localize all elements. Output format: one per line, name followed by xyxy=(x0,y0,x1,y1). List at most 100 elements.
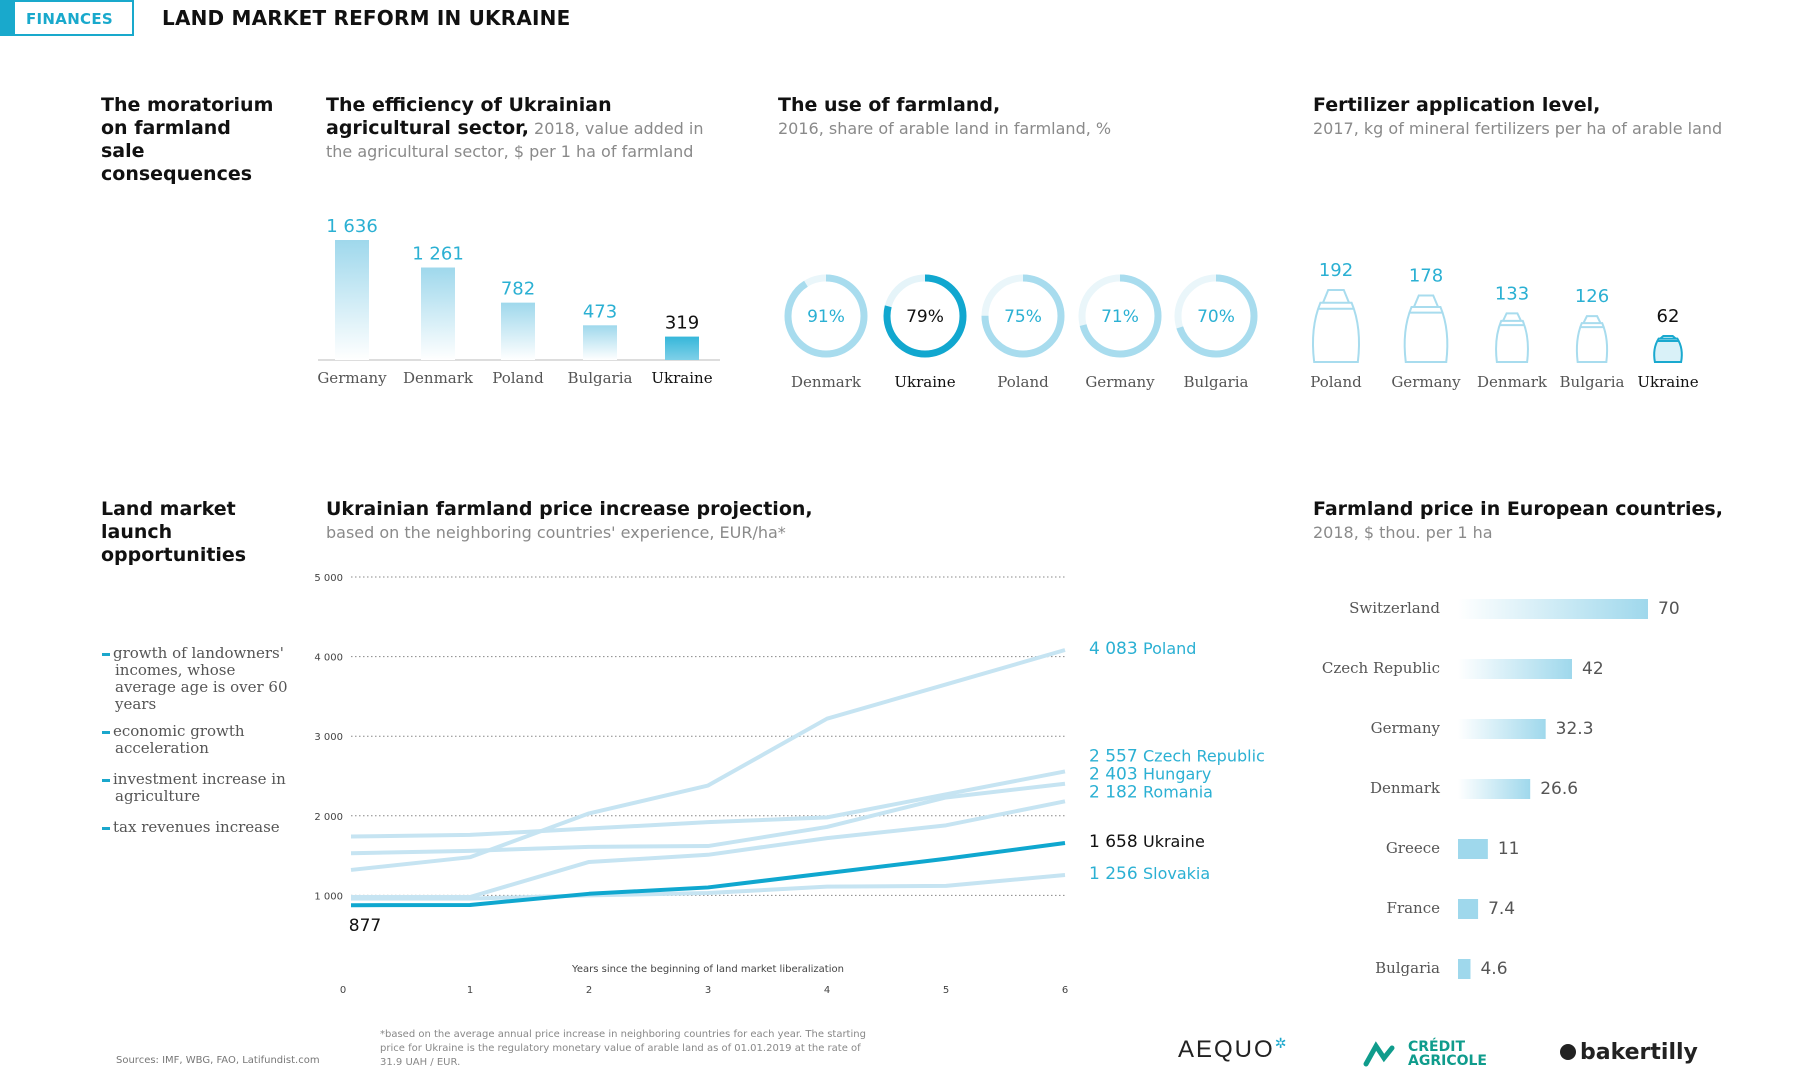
projection-series-line xyxy=(350,781,1066,856)
projection-y-tick-label: 3 000 xyxy=(314,732,343,743)
projection-y-tick-label: 2 000 xyxy=(314,812,343,823)
projection-series-name-label: Slovakia xyxy=(1143,864,1210,883)
european-price-bar xyxy=(1458,719,1546,739)
european-prices-header: Farmland price in European countries, 20… xyxy=(1313,498,1783,544)
fertilizer-category-label: Bulgaria xyxy=(1560,373,1625,391)
bakertilly-icon xyxy=(1560,1044,1576,1060)
projection-end-value-label: 4 083 xyxy=(1089,639,1138,659)
projection-header: Ukrainian farmland price increase projec… xyxy=(326,498,1086,544)
efficiency-bar xyxy=(501,302,535,360)
european-price-bar xyxy=(1458,839,1488,859)
donut-category-label: Denmark xyxy=(791,373,862,391)
sources-note: Sources: IMF, WBG, FAO, Latifundist.com xyxy=(116,1055,320,1066)
efficiency-value-label: 782 xyxy=(501,279,535,300)
efficiency-bar xyxy=(335,240,369,360)
projection-series-name-label: Hungary xyxy=(1143,764,1211,783)
donut-value-label: 71% xyxy=(1101,307,1139,327)
projection-title: Ukrainian farmland price increase projec… xyxy=(326,498,813,520)
donut-category-label: Poland xyxy=(997,373,1049,391)
fertilizer-category-label: Poland xyxy=(1310,373,1362,391)
bullet-dash-icon xyxy=(102,826,110,830)
european-price-bar xyxy=(1458,899,1479,919)
opportunity-item: tax revenues increase xyxy=(102,819,292,836)
projection-series-line xyxy=(350,648,1066,872)
farmland-use-header: The use of farmland, 2016, share of arab… xyxy=(778,94,1178,140)
fertilizer-value-label: 133 xyxy=(1495,283,1529,304)
projection-footnote: *based on the average annual price incre… xyxy=(380,1029,866,1068)
projection-x-tick-label: 6 xyxy=(1062,985,1068,996)
european-prices-subtitle: 2018, $ thou. per 1 ha xyxy=(1313,523,1493,542)
donut-category-label: Bulgaria xyxy=(1184,373,1249,391)
fertilizer-subtitle: 2017, kg of mineral fertilizers per ha o… xyxy=(1313,119,1723,138)
page-title: LAND MARKET REFORM IN UKRAINE xyxy=(162,6,571,30)
credit-agricole-icon xyxy=(1363,1041,1395,1067)
donut-arc xyxy=(883,274,967,358)
fertilizer-bag-top xyxy=(1659,335,1677,340)
projection-series-name-label: Ukraine xyxy=(1143,832,1205,851)
donut-arc xyxy=(1174,274,1258,358)
efficiency-chart: 1 636 Germany 1 261 Denmark 782 Poland 473 Bulg… xyxy=(317,216,720,387)
efficiency-category-label: Germany xyxy=(317,369,387,387)
european-value-label: 7.4 xyxy=(1488,899,1515,919)
fertilizer-bag-top xyxy=(1413,294,1439,308)
european-price-bar xyxy=(1458,659,1572,679)
european-country-label: Germany xyxy=(1371,719,1441,737)
efficiency-value-label: 473 xyxy=(583,301,617,322)
projection-x-tick-label: 3 xyxy=(705,985,711,996)
european-price-bar xyxy=(1458,779,1531,799)
donut-value-label: 79% xyxy=(906,307,944,327)
fertilizer-bag-icon xyxy=(1575,322,1609,363)
european-country-label: Switzerland xyxy=(1349,599,1440,617)
projection-end-value-label: 1 256 xyxy=(1089,864,1138,884)
opportunity-item: growth of landowners' incomes, whose ave… xyxy=(102,645,292,713)
projection-subtitle: based on the neighboring countries' expe… xyxy=(326,523,786,542)
efficiency-category-label: Ukraine xyxy=(651,369,712,387)
efficiency-category-label: Bulgaria xyxy=(568,369,633,387)
european-price-bar xyxy=(1458,959,1471,979)
efficiency-bar xyxy=(583,325,617,360)
fertilizer-value-label: 192 xyxy=(1319,260,1353,281)
fertilizer-category-label: Denmark xyxy=(1477,373,1548,391)
bullet-dash-icon xyxy=(102,730,110,734)
european-country-label: Denmark xyxy=(1370,779,1441,797)
projection-y-tick-label: 1 000 xyxy=(314,891,343,902)
projection-end-value-label: 2 182 xyxy=(1089,782,1138,802)
fertilizer-bag-icon xyxy=(1311,301,1361,363)
moratorium-title: The moratorium on farmland sale conseque… xyxy=(101,94,274,185)
efficiency-category-label: Denmark xyxy=(403,369,474,387)
fertilizer-value-label: 126 xyxy=(1575,286,1609,307)
projection-y-tick-label: 5 000 xyxy=(314,573,343,584)
donut-category-label: Ukraine xyxy=(894,373,955,391)
efficiency-header: The efficiency of Ukrainian agricultural… xyxy=(326,94,726,163)
projection-y-tick-label: 4 000 xyxy=(314,653,343,664)
european-country-label: Greece xyxy=(1386,839,1440,857)
bullet-dash-icon xyxy=(102,652,110,656)
projection-x-tick-label: 2 xyxy=(586,985,592,996)
farmland-use-title: The use of farmland, xyxy=(778,94,1001,116)
projection-end-value-label: 1 658 xyxy=(1089,832,1138,852)
projection-series-line xyxy=(350,841,1066,908)
donut-arc xyxy=(1078,274,1162,358)
fertilizer-value-label: 178 xyxy=(1409,266,1443,287)
european-price-bar xyxy=(1458,599,1648,619)
donut-arc xyxy=(784,274,868,358)
bakertilly-logo: bakertilly xyxy=(1560,1040,1698,1065)
european-value-label: 32.3 xyxy=(1556,719,1594,739)
opportunity-item: investment increase in agriculture xyxy=(102,771,292,805)
aequo-star-icon: ✲ xyxy=(1274,1036,1287,1052)
european-value-label: 4.6 xyxy=(1480,959,1507,979)
fertilizer-bag-top xyxy=(1502,312,1522,322)
donut-value-label: 70% xyxy=(1197,307,1235,327)
section-tag-label: FINANCES xyxy=(26,10,114,28)
fertilizer-bag-top xyxy=(1582,315,1602,324)
fertilizer-category-label: Germany xyxy=(1391,373,1461,391)
projection-x-tick-label: 5 xyxy=(943,985,949,996)
european-country-label: Czech Republic xyxy=(1322,659,1440,677)
european-value-label: 42 xyxy=(1582,659,1604,679)
projection-chart: 5 000 4 000 3 000 2 000 1 000 0 1 2 3 4 5 6 Years si… xyxy=(314,573,1264,996)
projection-x-tick-label: 4 xyxy=(824,985,830,996)
european-country-label: France xyxy=(1387,899,1441,917)
aequo-logo: AEQUO✲ xyxy=(1178,1036,1287,1063)
projection-series-line xyxy=(350,769,1066,839)
efficiency-category-label: Poland xyxy=(492,369,544,387)
